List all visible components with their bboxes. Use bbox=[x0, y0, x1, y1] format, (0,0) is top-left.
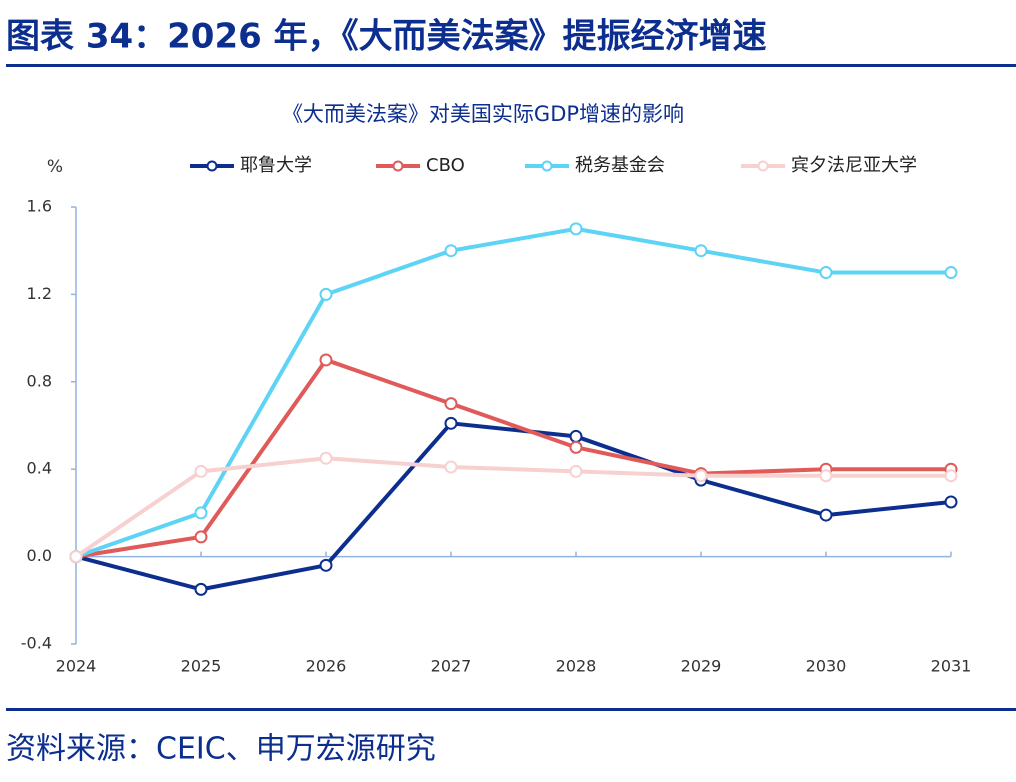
series-line bbox=[74, 456, 951, 559]
point bbox=[444, 416, 458, 430]
series-line bbox=[75, 357, 951, 559]
point bbox=[569, 222, 583, 236]
point bbox=[194, 582, 208, 596]
point bbox=[819, 508, 833, 522]
point bbox=[319, 558, 333, 572]
y-tick-label: 1.2 bbox=[27, 284, 52, 303]
chart-title: 《大而美法案》对美国实际GDP增速的影响 bbox=[282, 102, 684, 126]
point bbox=[319, 287, 333, 301]
point bbox=[444, 460, 458, 474]
legend-label: 税务基金会 bbox=[575, 155, 665, 176]
point bbox=[694, 469, 708, 483]
legend-marker bbox=[757, 160, 769, 172]
point bbox=[944, 266, 958, 280]
point bbox=[69, 550, 83, 564]
source: 资料来源：CEIC、申万宏源研究 bbox=[6, 732, 436, 767]
legend-label: 耶鲁大学 bbox=[240, 155, 312, 176]
y-tick-label: 0.8 bbox=[27, 371, 52, 390]
point bbox=[569, 464, 583, 478]
point bbox=[944, 469, 958, 483]
y-tick-label: 1.6 bbox=[27, 197, 52, 216]
point bbox=[444, 244, 458, 258]
legend-label: 宾夕法尼亚大学 bbox=[791, 155, 917, 176]
series-line bbox=[75, 421, 952, 592]
point bbox=[194, 530, 208, 544]
x-tick-label: 2026 bbox=[306, 657, 347, 676]
series-line bbox=[75, 226, 951, 559]
legend-marker bbox=[541, 160, 553, 172]
footer-rule bbox=[6, 708, 1016, 711]
point bbox=[319, 353, 333, 367]
x-tick-label: 2024 bbox=[56, 657, 97, 676]
figure-title: 图表 34：2026 年，《大而美法案》提振经济增速 bbox=[6, 17, 767, 57]
point bbox=[194, 464, 208, 478]
y-tick-label: -0.4 bbox=[21, 634, 52, 653]
y-tick-label: 0.0 bbox=[27, 546, 52, 565]
point bbox=[194, 506, 208, 520]
x-tick-label: 2030 bbox=[806, 657, 847, 676]
x-tick-label: 2031 bbox=[931, 657, 972, 676]
point bbox=[569, 429, 583, 443]
x-tick-label: 2028 bbox=[556, 657, 597, 676]
point bbox=[444, 397, 458, 411]
point bbox=[944, 495, 958, 509]
point bbox=[319, 451, 333, 465]
x-tick-label: 2029 bbox=[681, 657, 722, 676]
legend-marker bbox=[392, 160, 404, 172]
legend-label: CBO bbox=[426, 155, 465, 176]
y-tick-label: 0.4 bbox=[27, 459, 52, 478]
point bbox=[694, 244, 708, 258]
legend-marker bbox=[206, 160, 218, 172]
point bbox=[819, 266, 833, 280]
x-tick-label: 2025 bbox=[181, 657, 222, 676]
x-tick-label: 2027 bbox=[431, 657, 472, 676]
header-rule bbox=[6, 64, 1016, 67]
point bbox=[569, 440, 583, 454]
y-unit: % bbox=[47, 157, 63, 177]
point bbox=[819, 469, 833, 483]
